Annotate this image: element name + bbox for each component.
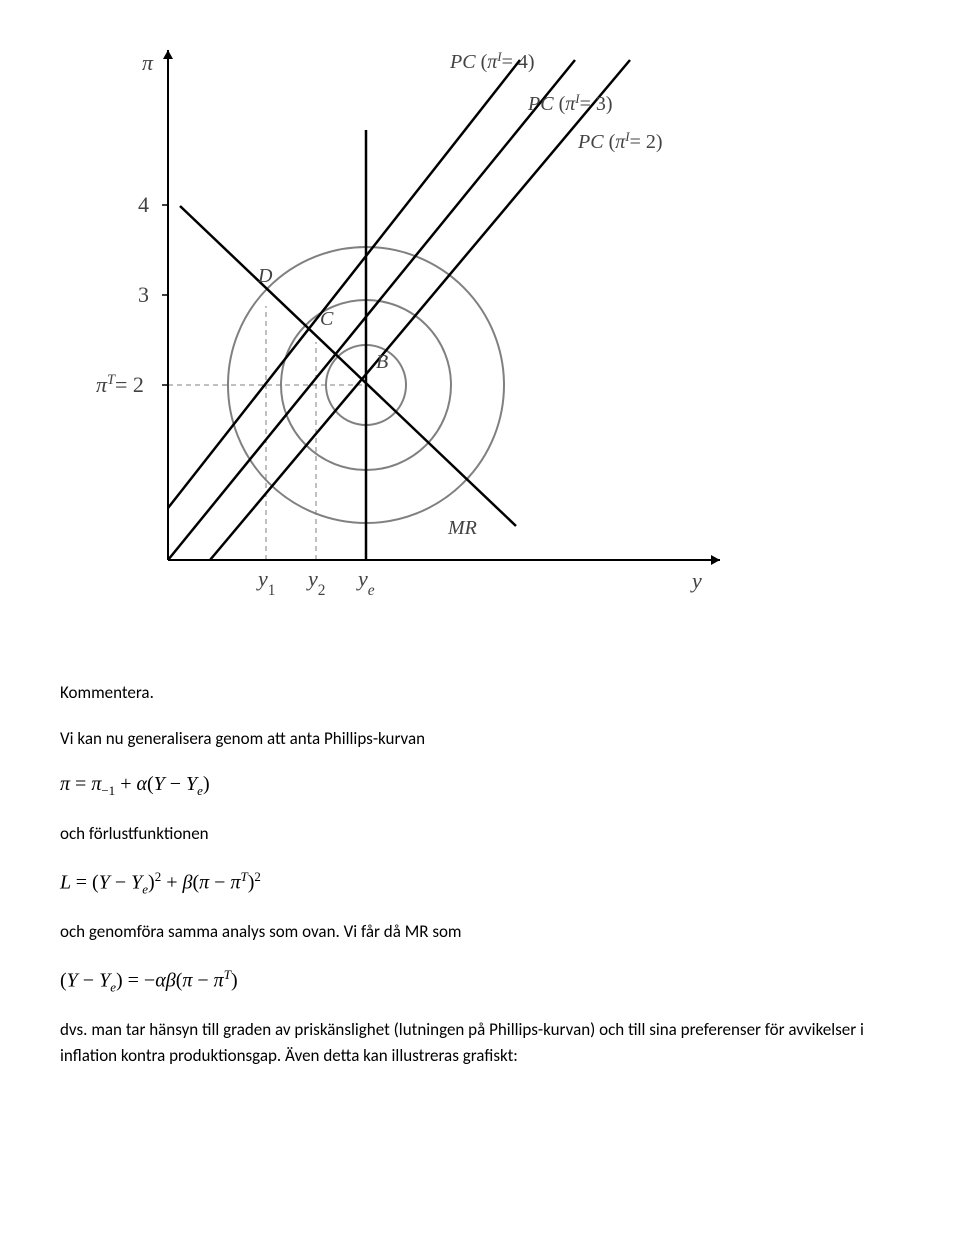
svg-text:D: D (257, 265, 273, 287)
svg-text:PC (πI= 3): PC (πI= 3) (527, 91, 613, 116)
svg-text:4: 4 (138, 192, 149, 217)
svg-text:B: B (376, 351, 388, 373)
paragraph-mr-intro: och genomföra samma analys som ovan. Vi … (60, 919, 900, 945)
svg-text:πT= 2: πT= 2 (96, 372, 144, 397)
svg-text:y: y (690, 568, 702, 593)
svg-text:PC (πI= 4): PC (πI= 4) (449, 49, 535, 74)
svg-text:y2: y2 (306, 566, 325, 599)
kommentera-heading: Kommentera. (60, 680, 900, 706)
svg-text:y1: y1 (256, 566, 275, 599)
svg-text:3: 3 (138, 282, 149, 307)
svg-text:PC (πI= 2): PC (πI= 2) (577, 129, 663, 154)
formula-phillips-curve: π = π−1 + α(Y − Ye) (60, 773, 900, 799)
formula-mr: (Y − Ye) = −αβ(π − πT) (60, 967, 900, 996)
paragraph-pc-intro: Vi kan nu generalisera genom att anta Ph… (60, 726, 900, 752)
phillips-mr-diagram: π y 4 3 πT= 2 y1 y2 ye PC (πI= 4) PC (πI= 3) PC (π… (80, 40, 720, 620)
paragraph-conclusion: dvs. man tar hänsyn till graden av prisk… (60, 1017, 900, 1068)
svg-text:ye: ye (356, 566, 375, 599)
svg-text:MR: MR (447, 517, 477, 539)
formula-loss-function: L = (Y − Ye)2 + β(π − πT)2 (60, 869, 900, 898)
svg-text:C: C (320, 308, 334, 330)
paragraph-loss-intro: och förlustfunktionen (60, 821, 900, 847)
svg-text:π: π (142, 50, 154, 75)
